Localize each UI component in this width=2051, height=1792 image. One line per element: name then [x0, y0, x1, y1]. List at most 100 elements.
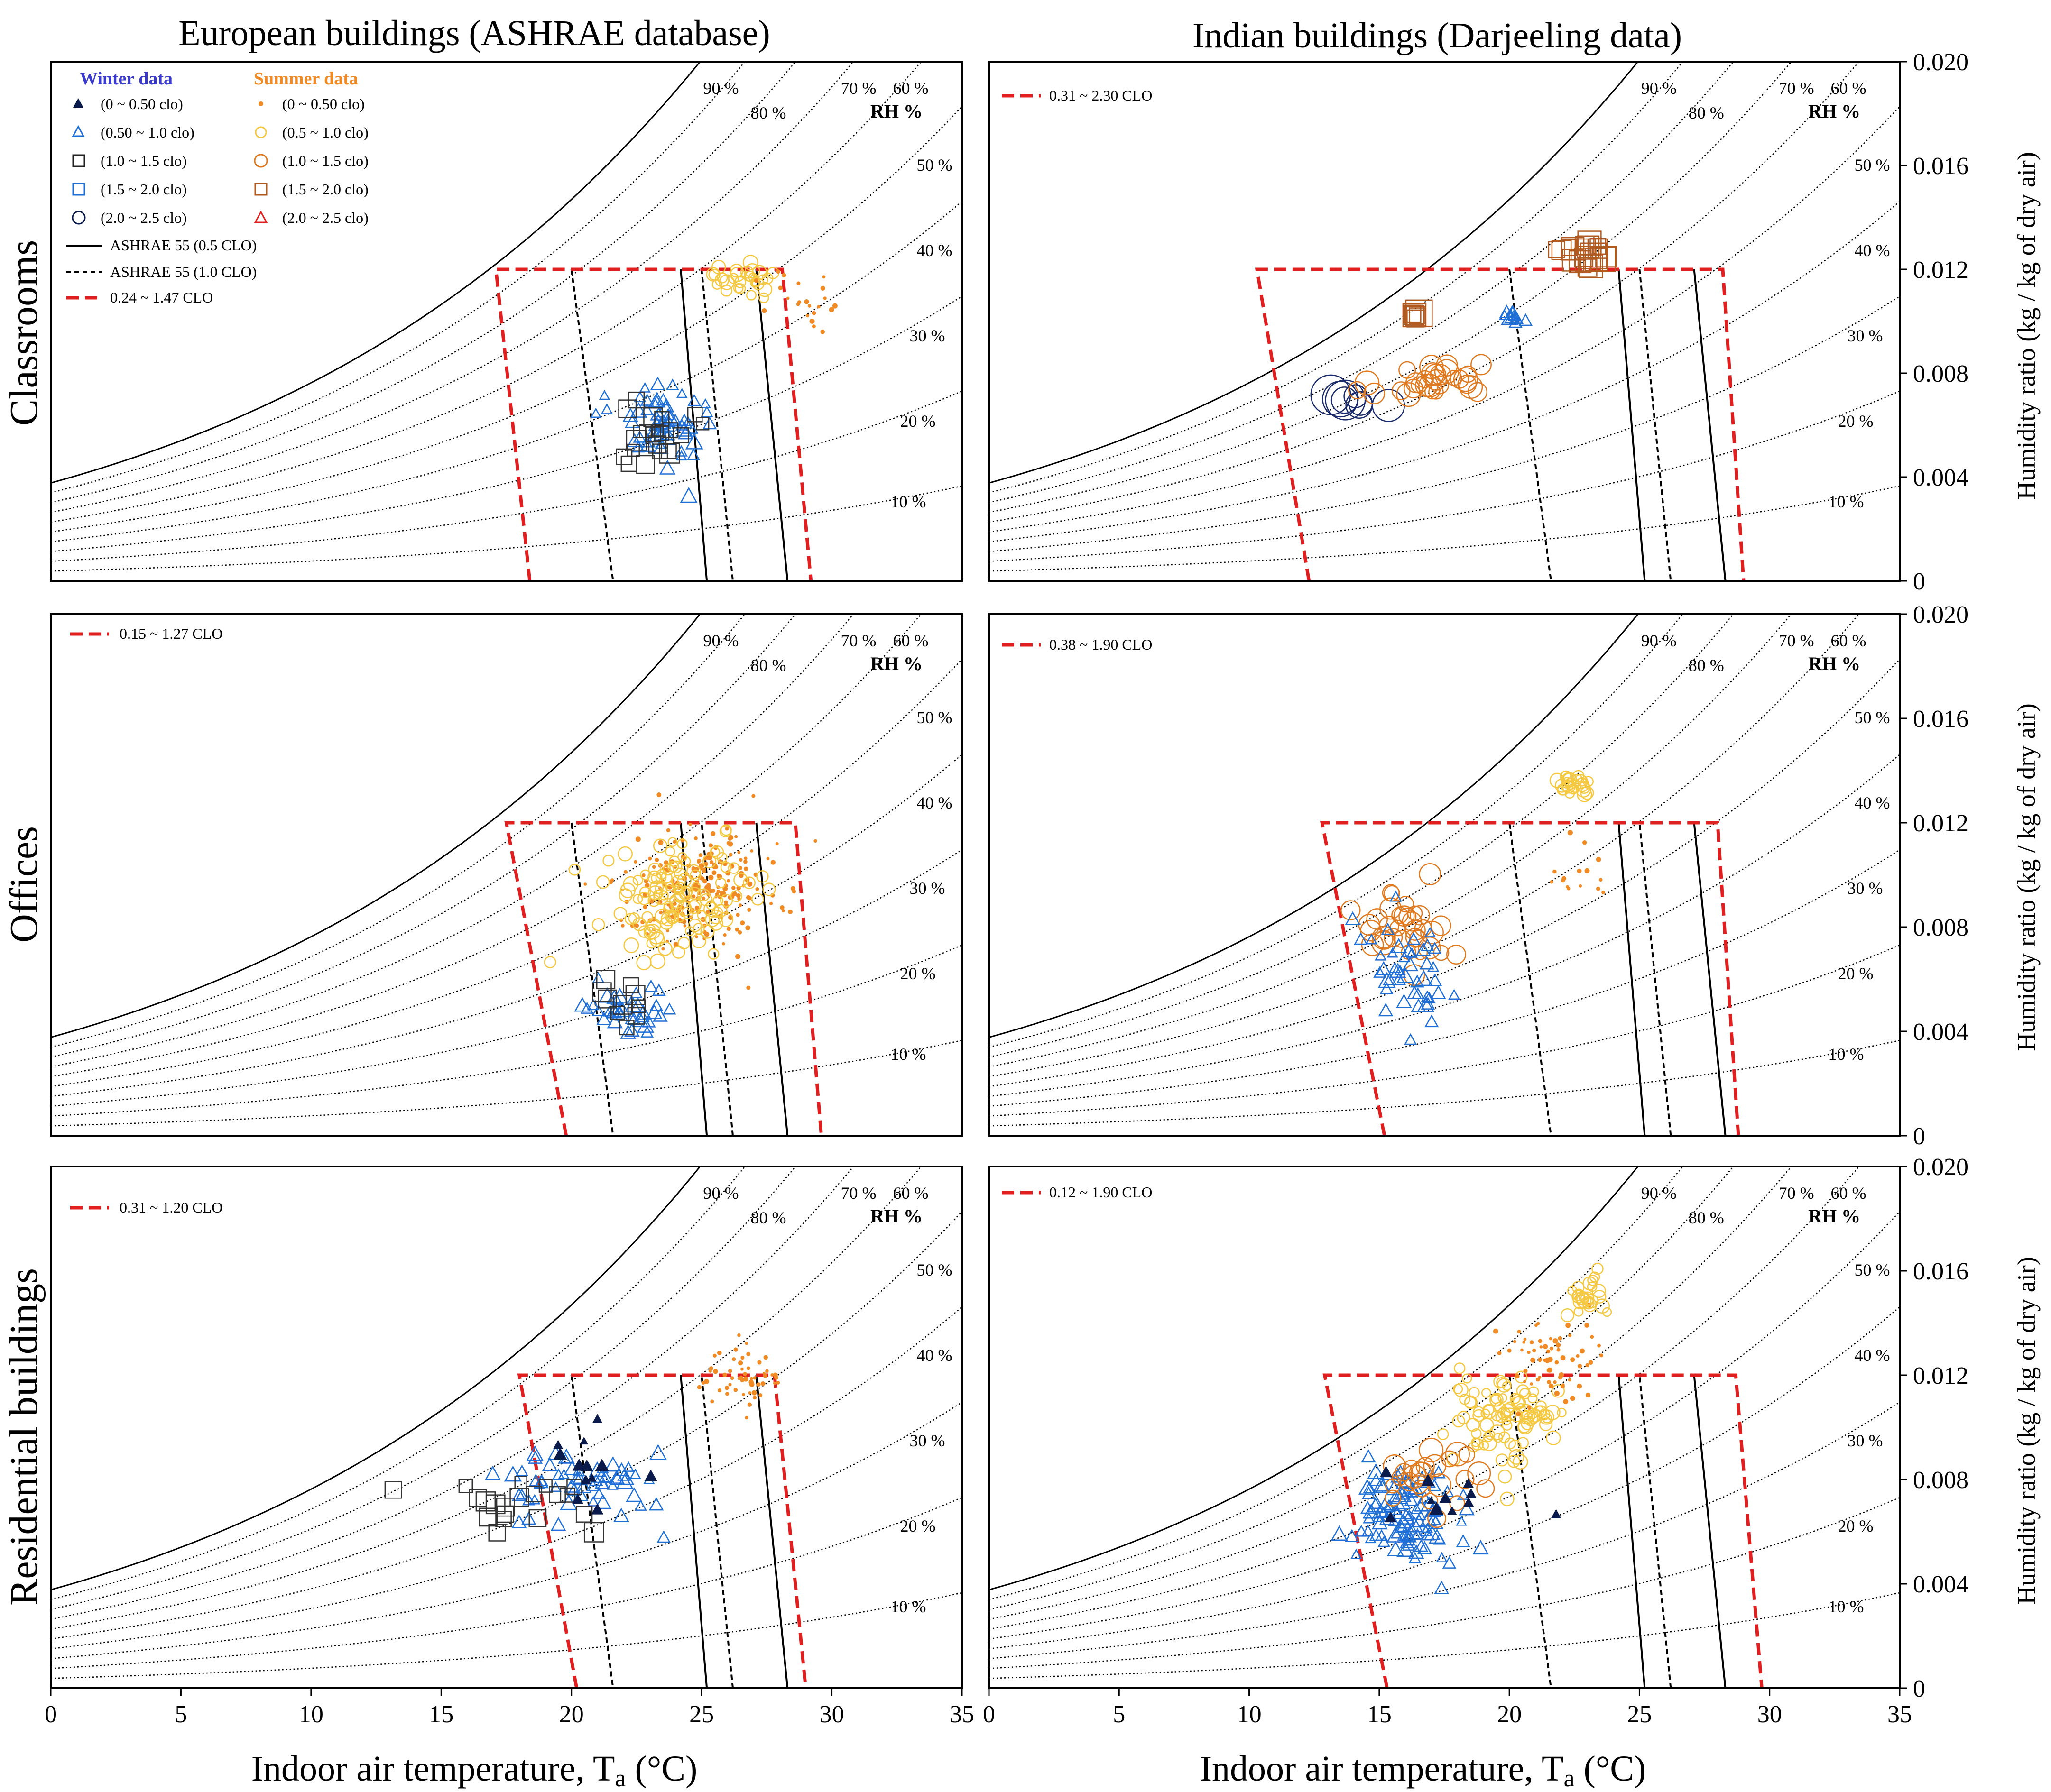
data-point	[1462, 1373, 1472, 1384]
legend-winter-triangle-filled-icon	[73, 98, 83, 108]
data-point	[817, 305, 821, 309]
data-point	[659, 459, 676, 475]
data-point	[1389, 890, 1402, 902]
data-point	[708, 889, 713, 894]
data-point	[832, 303, 838, 309]
data-point	[743, 1376, 748, 1382]
data-point	[656, 792, 662, 797]
data-point	[1424, 1014, 1439, 1028]
data-point	[757, 282, 773, 297]
rh-label: 60 %	[1831, 79, 1866, 98]
plot-area	[51, 1167, 962, 1688]
legend-summer-dot-icon	[259, 101, 263, 106]
ashrae-zone-05-clo	[1617, 822, 1727, 1136]
y-tick-label: 0.008	[1913, 914, 1968, 941]
data-point	[595, 1459, 609, 1471]
data-point	[758, 292, 769, 303]
data-point	[1419, 1437, 1444, 1462]
data-point	[1392, 972, 1406, 985]
legend-line-item-3: 0.24 ~ 1.47 CLO	[110, 289, 213, 306]
data-point	[458, 1479, 473, 1493]
data-point	[747, 881, 753, 887]
rh-curve-80	[51, 614, 796, 1058]
rh-curve-20	[51, 1497, 962, 1669]
data-point	[738, 1360, 743, 1366]
data-point	[692, 894, 696, 899]
rh-label: 50 %	[1855, 708, 1890, 727]
data-point	[676, 388, 688, 398]
data-point	[720, 285, 733, 297]
data-point	[634, 1499, 647, 1511]
data-point	[1588, 1360, 1593, 1365]
rh-curve-70	[51, 1167, 854, 1620]
data-point	[610, 1005, 625, 1020]
rh-label: 10 %	[1829, 492, 1864, 511]
data-point	[663, 902, 674, 914]
data-point	[1548, 241, 1565, 258]
data-point	[553, 1440, 564, 1449]
data-point	[701, 405, 713, 417]
data-point	[1463, 1478, 1474, 1488]
data-point	[770, 860, 776, 865]
data-point	[1536, 1322, 1540, 1325]
data-point	[1591, 1284, 1606, 1298]
rh-curve-100	[51, 62, 701, 484]
y-tick-label: 0	[1913, 1123, 1925, 1150]
data-point	[640, 1026, 654, 1038]
data-point	[702, 854, 717, 869]
data-point	[1554, 1360, 1559, 1365]
data-point	[624, 1022, 640, 1037]
data-point	[528, 1494, 541, 1505]
data-point	[1348, 381, 1367, 399]
data-point	[596, 1011, 611, 1025]
data-point	[1530, 1382, 1533, 1386]
rh-curve-50	[51, 106, 962, 533]
panel-5: 90 % 80 % 70 % 60 % 50 % 40 % 30 % 20 % 10 % RH %…	[983, 1154, 1968, 1728]
data-point	[599, 390, 610, 400]
data-point	[725, 827, 729, 831]
plot-area	[989, 1167, 1900, 1688]
data-point	[619, 1020, 635, 1036]
data-point	[1413, 1480, 1431, 1498]
rh-label: 80 %	[751, 656, 786, 675]
rh-curve-40	[51, 754, 962, 1097]
rh-curve-60	[51, 62, 922, 523]
data-point	[1367, 1463, 1385, 1479]
data-point	[1543, 1359, 1547, 1362]
data-point	[1546, 1430, 1561, 1445]
data-point	[662, 422, 679, 439]
x-axis-title-right: Indoor air temperature, Ta (°C)	[1200, 1749, 1646, 1792]
legend-summer-title: Summer data	[254, 69, 358, 89]
legend-winter-item-3: (1.0 ~ 1.5 clo)	[101, 152, 187, 169]
rh-label: 70 %	[1779, 631, 1814, 650]
data-point	[737, 850, 741, 854]
data-point	[677, 901, 693, 917]
data-point	[601, 403, 613, 414]
legend-winter-square-icon	[72, 154, 85, 167]
title-right-column: Indian buildings (Darjeeling data)	[1192, 16, 1682, 55]
data-point	[1383, 1499, 1395, 1510]
data-point	[1393, 905, 1415, 927]
data-point	[738, 930, 742, 935]
data-point	[622, 1461, 635, 1472]
y-axis-title-row1: Humidity ratio (kg / kg of dry air)	[2012, 152, 2041, 499]
data-point	[724, 900, 728, 905]
data-point	[628, 1007, 645, 1025]
rh-curve-10	[51, 485, 962, 572]
data-point	[720, 862, 732, 873]
data-point	[618, 1470, 635, 1485]
data-point	[647, 870, 661, 884]
data-point	[745, 925, 750, 930]
ashrae-zone-05-clo	[1617, 1375, 1727, 1688]
data-point	[1396, 1541, 1414, 1557]
data-point	[1407, 985, 1422, 999]
data-point	[687, 394, 701, 406]
legend-summer-circle-icon	[255, 126, 267, 138]
data-point	[1396, 382, 1421, 407]
data-point	[648, 862, 662, 876]
data-point	[776, 269, 781, 274]
data-point	[667, 837, 678, 847]
data-point	[1344, 1529, 1359, 1542]
data-point	[572, 1493, 584, 1504]
data-point	[1365, 933, 1377, 945]
